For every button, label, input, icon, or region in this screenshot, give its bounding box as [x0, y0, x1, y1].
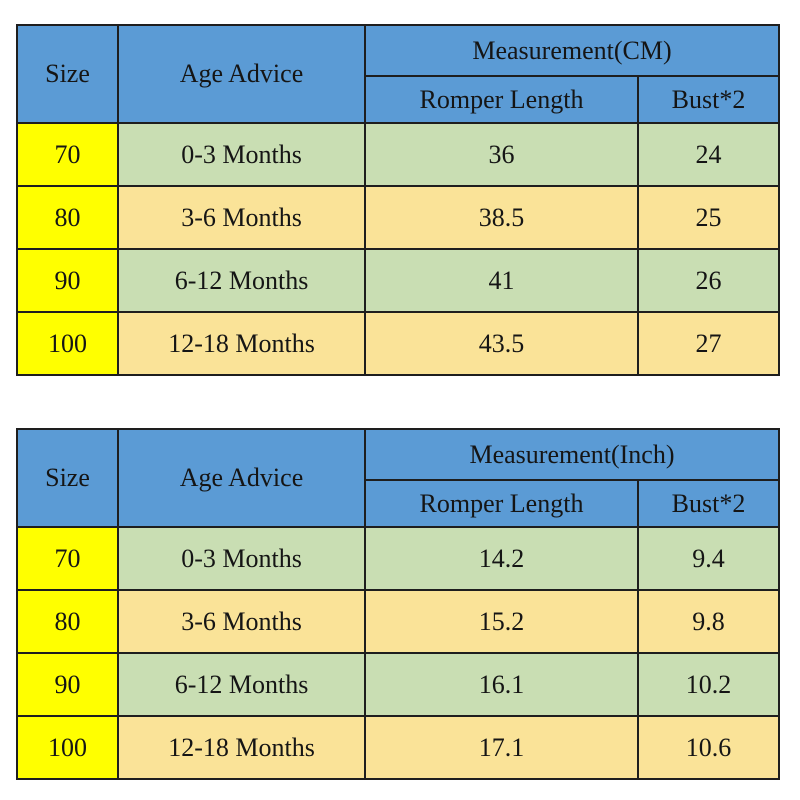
size-table-cm: Size Age Advice Measurement(CM) Romper L…	[16, 24, 780, 376]
romper-length-cell: 38.5	[364, 185, 639, 250]
size-cell: 80	[16, 589, 119, 654]
measurement-cm-header: Measurement(CM)	[364, 24, 780, 77]
bust-cell: 9.4	[637, 526, 780, 591]
subheader-row: Romper Length Bust*2	[17, 479, 780, 528]
age-cell: 0-3 Months	[117, 122, 366, 187]
romper-length-cell: 41	[364, 248, 639, 313]
size-cell: 90	[16, 652, 119, 717]
size-cell: 80	[16, 185, 119, 250]
size-cell: 100	[16, 715, 119, 780]
age-cell: 6-12 Months	[117, 248, 366, 313]
romper-length-cell: 16.1	[364, 652, 639, 717]
age-cell: 3-6 Months	[117, 185, 366, 250]
table-row: 70 0-3 Months 36 24	[16, 122, 780, 187]
age-advice-column-header: Age Advice	[117, 24, 366, 124]
bust-column-header: Bust*2	[637, 75, 780, 124]
size-cell: 70	[16, 526, 119, 591]
table-row: 80 3-6 Months 15.2 9.8	[16, 589, 780, 654]
bust-cell: 9.8	[637, 589, 780, 654]
romper-length-cell: 14.2	[364, 526, 639, 591]
bust-cell: 25	[637, 185, 780, 250]
table-row: 90 6-12 Months 16.1 10.2	[16, 652, 780, 717]
romper-length-cell: 15.2	[364, 589, 639, 654]
bust-cell: 27	[637, 311, 780, 376]
header-row: Size Age Advice Measurement(Inch)	[16, 428, 780, 528]
measurement-inch-header: Measurement(Inch)	[364, 428, 780, 481]
size-cell: 100	[16, 311, 119, 376]
subheader-row: Romper Length Bust*2	[17, 75, 780, 124]
table-row: 70 0-3 Months 14.2 9.4	[16, 526, 780, 591]
size-column-header: Size	[16, 24, 119, 124]
age-cell: 3-6 Months	[117, 589, 366, 654]
age-cell: 12-18 Months	[117, 311, 366, 376]
romper-length-cell: 36	[364, 122, 639, 187]
table-row: 100 12-18 Months 43.5 27	[16, 311, 780, 376]
size-table-inch: Size Age Advice Measurement(Inch) Romper…	[16, 428, 780, 780]
header-row: Size Age Advice Measurement(CM)	[16, 24, 780, 124]
size-cell: 70	[16, 122, 119, 187]
bust-column-header: Bust*2	[637, 479, 780, 528]
age-cell: 0-3 Months	[117, 526, 366, 591]
age-cell: 12-18 Months	[117, 715, 366, 780]
romper-length-column-header: Romper Length	[364, 479, 639, 528]
age-cell: 6-12 Months	[117, 652, 366, 717]
table-row: 90 6-12 Months 41 26	[16, 248, 780, 313]
age-advice-column-header: Age Advice	[117, 428, 366, 528]
bust-cell: 24	[637, 122, 780, 187]
size-column-header: Size	[16, 428, 119, 528]
bust-cell: 26	[637, 248, 780, 313]
romper-length-cell: 17.1	[364, 715, 639, 780]
size-cell: 90	[16, 248, 119, 313]
table-row: 100 12-18 Months 17.1 10.6	[16, 715, 780, 780]
romper-length-column-header: Romper Length	[364, 75, 639, 124]
bust-cell: 10.6	[637, 715, 780, 780]
bust-cell: 10.2	[637, 652, 780, 717]
romper-length-cell: 43.5	[364, 311, 639, 376]
table-row: 80 3-6 Months 38.5 25	[16, 185, 780, 250]
